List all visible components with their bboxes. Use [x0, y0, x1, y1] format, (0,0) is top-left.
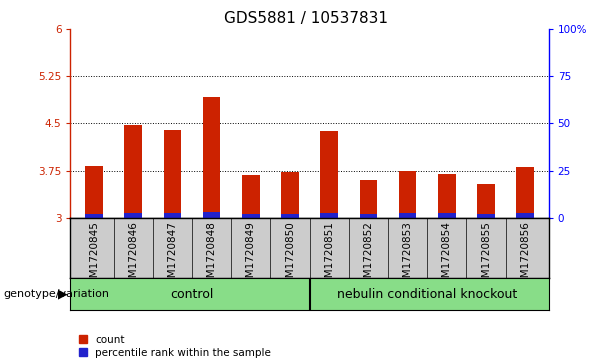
Legend: count, percentile rank within the sample: count, percentile rank within the sample [78, 335, 272, 358]
Bar [360, 214, 377, 218]
Bar [438, 213, 455, 218]
Text: GSM1720845: GSM1720845 [89, 221, 99, 291]
Text: GDS5881 / 10537831: GDS5881 / 10537831 [224, 11, 389, 26]
Bar [516, 213, 534, 218]
Text: GSM1720849: GSM1720849 [246, 221, 256, 291]
Text: GSM1720846: GSM1720846 [128, 221, 138, 291]
Bar [477, 184, 495, 218]
Bar [124, 125, 142, 218]
Bar [164, 130, 181, 218]
Bar [360, 180, 377, 218]
Text: GSM1720847: GSM1720847 [167, 221, 177, 291]
Bar [281, 214, 299, 218]
Text: GSM1720852: GSM1720852 [364, 221, 373, 291]
Bar [438, 174, 455, 218]
Bar [242, 175, 259, 218]
Text: control: control [170, 287, 214, 301]
Bar [203, 97, 221, 218]
Bar [85, 214, 103, 218]
Bar [398, 213, 416, 218]
Text: genotype/variation: genotype/variation [3, 289, 109, 299]
Bar [124, 213, 142, 218]
Bar [85, 166, 103, 218]
Bar [164, 213, 181, 218]
Text: ▶: ▶ [58, 287, 67, 301]
Text: GSM1720848: GSM1720848 [207, 221, 216, 291]
Bar [516, 167, 534, 218]
Bar [203, 212, 221, 218]
Text: GSM1720850: GSM1720850 [285, 221, 295, 290]
Bar [242, 214, 259, 218]
Bar [281, 172, 299, 218]
Text: nebulin conditional knockout: nebulin conditional knockout [337, 287, 517, 301]
Text: GSM1720853: GSM1720853 [403, 221, 413, 291]
Bar [477, 214, 495, 218]
Text: GSM1720854: GSM1720854 [442, 221, 452, 291]
Text: GSM1720851: GSM1720851 [324, 221, 334, 291]
Bar [321, 213, 338, 218]
Text: GSM1720856: GSM1720856 [520, 221, 530, 291]
Text: GSM1720855: GSM1720855 [481, 221, 491, 291]
Bar [398, 171, 416, 218]
Bar [321, 131, 338, 218]
